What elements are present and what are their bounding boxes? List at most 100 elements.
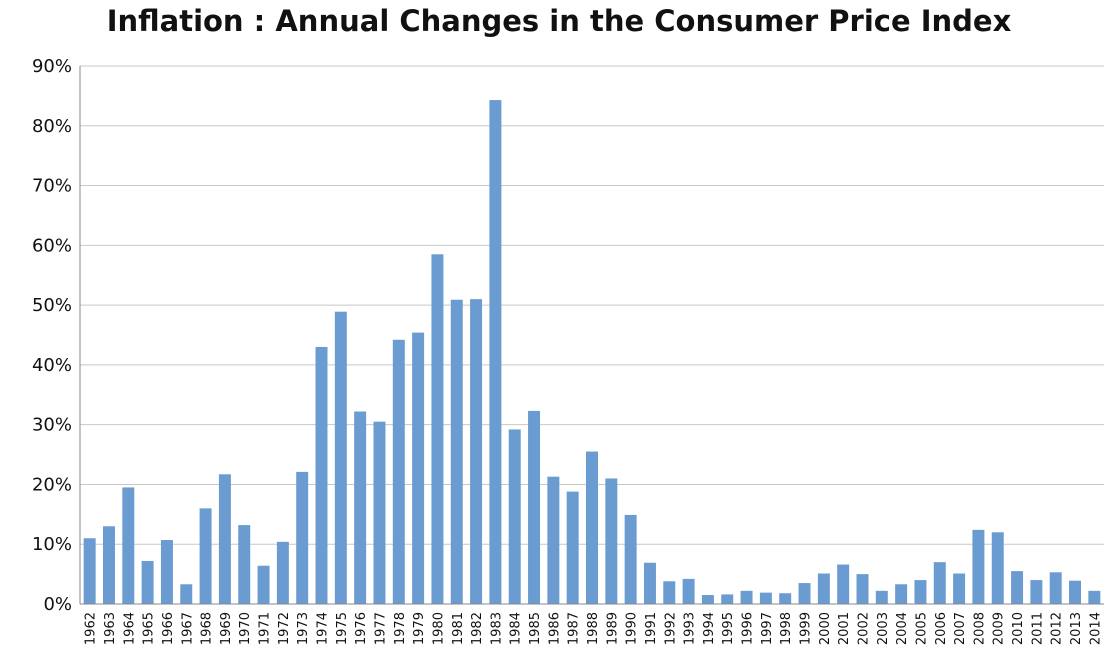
bar-2002 bbox=[856, 574, 869, 604]
x-tick-label: 1973 bbox=[296, 612, 311, 645]
y-axis-ticks: 0% 10% 20% 30% 40% 50% 60% 70% 80% 90% bbox=[32, 56, 72, 615]
bar-2003 bbox=[875, 590, 888, 604]
x-tick-label: 2006 bbox=[934, 612, 949, 645]
bar-1993 bbox=[682, 578, 695, 604]
x-tick-label: 1970 bbox=[238, 612, 253, 645]
y-tick-label: 40% bbox=[32, 355, 72, 376]
bar-1996 bbox=[740, 590, 753, 604]
x-tick-label: 1986 bbox=[547, 612, 562, 645]
x-axis-ticks: 1962 1963 1964 1965 1966 1967 1968 1969 1970 1971… bbox=[84, 612, 1104, 645]
bar-1971 bbox=[257, 565, 270, 604]
bar-1966 bbox=[160, 540, 173, 604]
bar-1982 bbox=[470, 299, 483, 604]
bar-2008 bbox=[972, 529, 985, 604]
bar-1986 bbox=[547, 476, 560, 604]
bar-1984 bbox=[508, 429, 521, 604]
x-tick-label: 2001 bbox=[837, 612, 852, 645]
bar-2005 bbox=[914, 580, 927, 604]
x-tick-label: 1985 bbox=[528, 612, 543, 645]
x-tick-label: 1963 bbox=[103, 612, 118, 645]
bar-1983 bbox=[489, 100, 502, 604]
x-tick-label: 1978 bbox=[393, 612, 408, 645]
bar-1968 bbox=[199, 508, 212, 604]
bar-1998 bbox=[779, 593, 792, 604]
bar-2013 bbox=[1069, 580, 1082, 604]
x-tick-label: 2005 bbox=[914, 612, 929, 645]
y-tick-label: 60% bbox=[32, 235, 72, 256]
x-tick-label: 1984 bbox=[509, 612, 524, 645]
bar-1976 bbox=[354, 411, 367, 604]
bar-1972 bbox=[276, 541, 289, 604]
bar-2012 bbox=[1049, 572, 1062, 604]
bar-1999 bbox=[798, 583, 811, 604]
bar-1994 bbox=[701, 595, 714, 604]
chart-title: Inflation : Annual Changes in the Consum… bbox=[106, 4, 1012, 38]
bar-1991 bbox=[643, 562, 656, 604]
x-tick-label: 1974 bbox=[316, 612, 331, 645]
x-tick-label: 1976 bbox=[354, 612, 369, 645]
bar-2010 bbox=[1011, 571, 1024, 604]
bar-1964 bbox=[122, 487, 135, 604]
x-tick-label: 2010 bbox=[1011, 612, 1026, 645]
bar-1989 bbox=[605, 478, 618, 604]
x-tick-label: 1967 bbox=[180, 612, 195, 645]
y-tick-label: 20% bbox=[32, 474, 72, 495]
bar-1963 bbox=[102, 526, 115, 604]
x-tick-label: 1993 bbox=[683, 612, 698, 645]
x-tick-label: 1962 bbox=[84, 612, 99, 645]
bar-1962 bbox=[83, 538, 96, 604]
y-tick-label: 90% bbox=[32, 56, 72, 77]
bar-1980 bbox=[431, 254, 444, 605]
bar-2014 bbox=[1088, 590, 1101, 604]
x-tick-label: 2009 bbox=[992, 612, 1007, 645]
bar-1981 bbox=[450, 299, 463, 604]
y-tick-label: 30% bbox=[32, 415, 72, 436]
x-tick-label: 2000 bbox=[818, 612, 833, 645]
y-tick-label: 10% bbox=[32, 534, 72, 555]
bar-2011 bbox=[1030, 580, 1043, 604]
x-tick-label: 2014 bbox=[1088, 612, 1103, 645]
y-tick-label: 0% bbox=[43, 594, 72, 615]
bar-1970 bbox=[238, 525, 251, 604]
bar-1995 bbox=[721, 594, 734, 604]
bar-1990 bbox=[624, 514, 637, 604]
y-tick-label: 50% bbox=[32, 295, 72, 316]
bar-2000 bbox=[817, 573, 830, 604]
x-tick-label: 2002 bbox=[856, 612, 871, 645]
x-tick-label: 1965 bbox=[142, 612, 157, 645]
bar-1979 bbox=[412, 332, 425, 604]
x-tick-label: 1977 bbox=[373, 612, 388, 645]
x-tick-label: 1992 bbox=[663, 612, 678, 645]
x-tick-label: 1991 bbox=[644, 612, 659, 645]
bar-2007 bbox=[953, 573, 966, 604]
x-tick-label: 1979 bbox=[412, 612, 427, 645]
bar-1967 bbox=[180, 584, 193, 604]
x-tick-label: 1994 bbox=[702, 612, 717, 645]
x-tick-label: 2003 bbox=[876, 612, 891, 645]
x-tick-label: 2008 bbox=[972, 612, 987, 645]
bar-1985 bbox=[528, 410, 541, 604]
x-tick-label: 1997 bbox=[760, 612, 775, 645]
x-tick-label: 2013 bbox=[1069, 612, 1084, 645]
x-tick-label: 1982 bbox=[470, 612, 485, 645]
bar-1965 bbox=[141, 560, 154, 604]
x-tick-label: 2011 bbox=[1030, 612, 1045, 645]
y-tick-label: 70% bbox=[32, 176, 72, 197]
x-tick-label: 1980 bbox=[431, 612, 446, 645]
x-tick-label: 1995 bbox=[721, 612, 736, 645]
bar-1988 bbox=[586, 451, 598, 604]
y-tick-label: 80% bbox=[32, 116, 72, 137]
bar-1992 bbox=[663, 581, 676, 604]
bar-2006 bbox=[933, 562, 946, 604]
bar-1974 bbox=[315, 346, 328, 604]
bars bbox=[83, 100, 1101, 605]
x-tick-label: 1989 bbox=[605, 612, 620, 645]
x-tick-label: 1998 bbox=[779, 612, 794, 645]
x-tick-label: 1999 bbox=[799, 612, 814, 645]
x-tick-label: 1990 bbox=[625, 612, 640, 645]
bar-1973 bbox=[296, 471, 309, 604]
x-tick-label: 2007 bbox=[953, 612, 968, 645]
x-tick-label: 1975 bbox=[335, 612, 350, 645]
